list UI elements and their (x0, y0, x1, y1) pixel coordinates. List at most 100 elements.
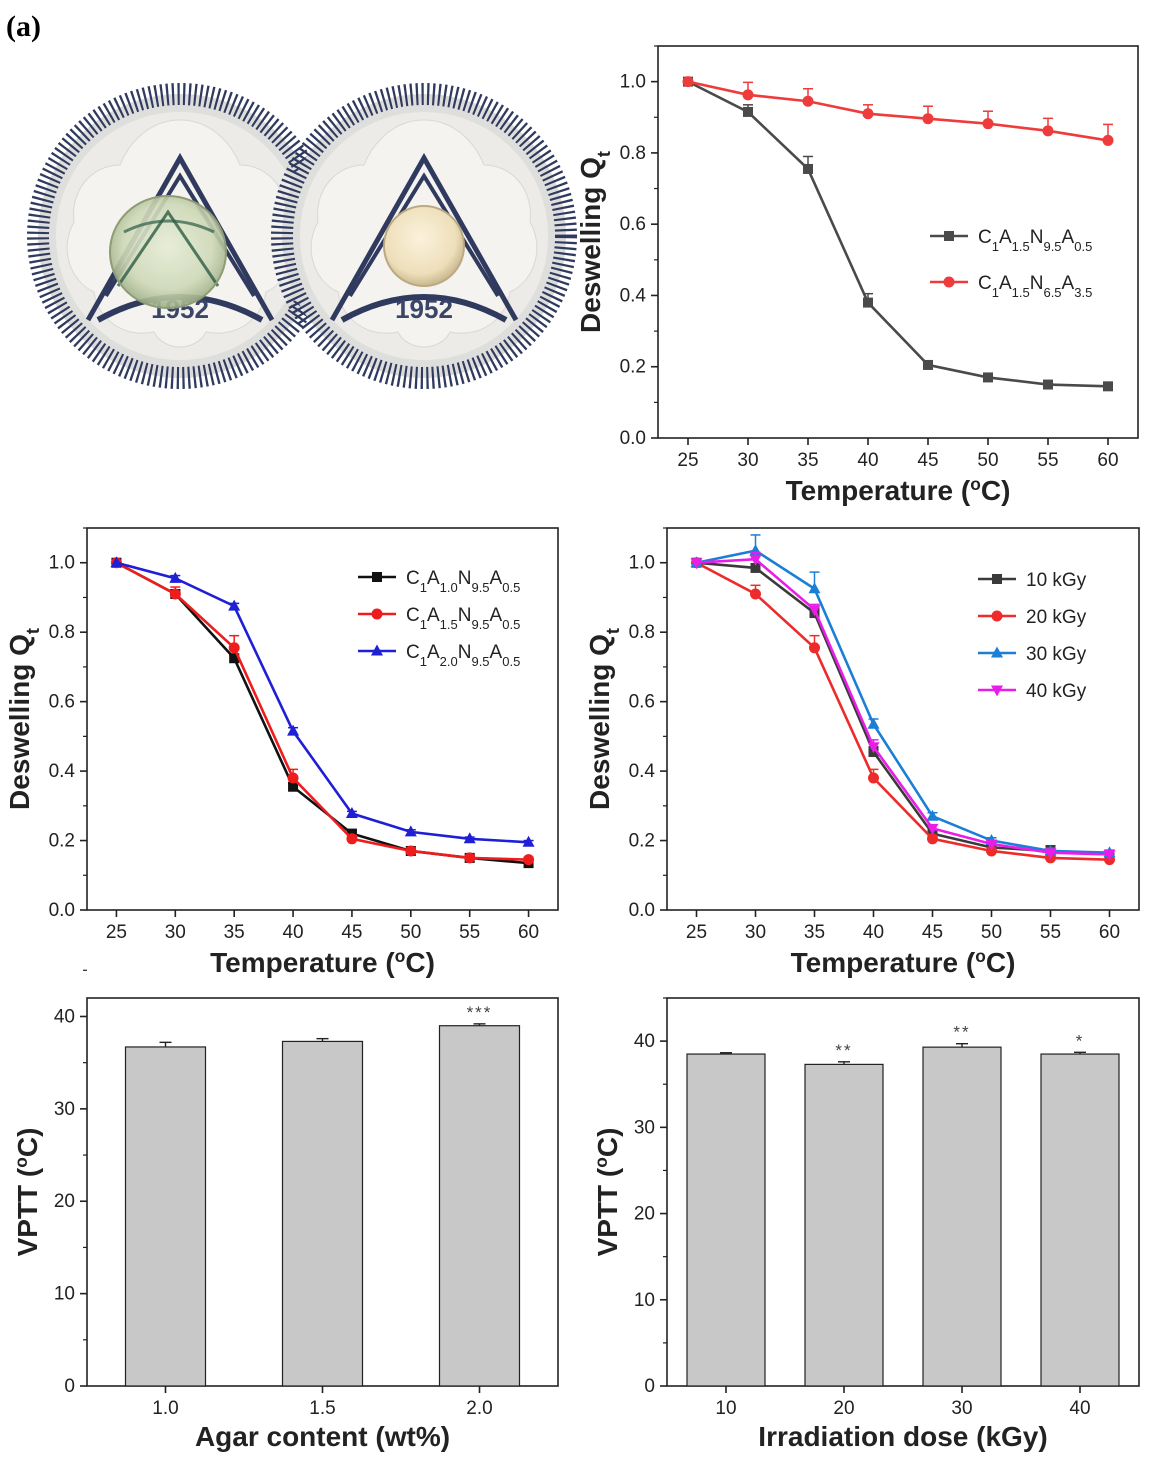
legend-label: 30 kGy (1026, 644, 1087, 665)
data-point (749, 554, 762, 566)
x-tick-label: 1.0 (152, 1398, 178, 1419)
legend-label: 20 kGy (1026, 607, 1087, 628)
legend-label: 10 kGy (1026, 570, 1087, 591)
x-axis-label: Temperature (oC) (786, 474, 1011, 506)
chart-panel-e: 0 10 20 30 40 1.0 1.5 2.0 *** Agar content (wt%) V… (11, 969, 559, 1452)
series-line (115, 561, 529, 861)
x-axis-label: Irradiation dose (kGy) (758, 1421, 1047, 1452)
data-point (690, 558, 703, 570)
data-point (867, 742, 880, 754)
bar (1040, 1053, 1120, 1387)
photo-right-number: 1952 (395, 294, 453, 324)
series-line (696, 549, 1110, 854)
data-point (927, 833, 938, 845)
x-tick-label: 40 (282, 922, 303, 943)
y-tick-label: 0.8 (49, 622, 75, 643)
data-point (229, 653, 240, 664)
data-point (228, 599, 241, 611)
series-2 (691, 557, 1115, 866)
x-tick-label: 35 (224, 922, 245, 943)
data-point (1043, 379, 1053, 390)
data-point (523, 854, 535, 866)
bar (922, 1046, 1002, 1387)
x-tick-label: 25 (686, 922, 707, 943)
bar (438, 1025, 521, 1387)
x-tick-label: 55 (459, 922, 480, 943)
data-point (808, 605, 821, 617)
bar (124, 1046, 207, 1387)
series-2 (682, 76, 1114, 146)
y-axis-label: Deswelling Qt (584, 628, 623, 810)
data-point (228, 642, 240, 654)
x-tick-label: 30 (745, 922, 766, 943)
x-tick-label: 60 (1097, 450, 1118, 471)
y-tick-label: 0.4 (620, 285, 647, 306)
x-axis-label: Temperature (oC) (791, 946, 1016, 978)
x-tick-label: 1.5 (309, 1398, 335, 1419)
data-point (405, 845, 417, 857)
chart-panel-b: 25 30 35 40 45 50 55 60 0.0 0.2 0.4 0.6 0.8 1.0 Temper… (575, 45, 1139, 506)
y-tick-label: 20 (634, 1204, 655, 1225)
series-line (687, 80, 1109, 388)
panel-a-label: (a) (6, 10, 41, 43)
y-tick-label: 0.2 (49, 831, 75, 852)
data-point (1102, 134, 1114, 146)
y-tick-label: 30 (54, 1099, 75, 1120)
legend-label: 40 kGy (1026, 681, 1087, 702)
y-tick-label: 0.6 (49, 692, 75, 713)
legend-marker (991, 646, 1003, 658)
data-point (867, 717, 880, 729)
legend-marker (372, 572, 382, 582)
data-point (922, 113, 934, 125)
series-3 (110, 556, 535, 847)
data-point (802, 95, 814, 107)
x-tick-label: 45 (922, 922, 943, 943)
y-tick-label: 0.0 (49, 900, 75, 921)
y-tick-label: 20 (54, 1191, 75, 1212)
series-line (695, 561, 1110, 861)
data-point (985, 839, 998, 851)
x-tick-label: 35 (797, 450, 818, 471)
data-point (287, 772, 299, 784)
x-tick-label: 50 (977, 450, 998, 471)
data-point (926, 809, 939, 821)
y-tick-label: 10 (54, 1284, 75, 1305)
data-point (750, 562, 761, 573)
data-point (110, 556, 123, 568)
x-tick-label: 25 (677, 450, 698, 471)
y-tick-label: 10 (634, 1290, 655, 1311)
y-axis-label: Deswelling Qt (575, 151, 614, 333)
legend-marker (991, 685, 1003, 697)
series-line (696, 557, 1110, 856)
significance-marker: ** (953, 1023, 970, 1042)
data-point (923, 359, 933, 370)
data-point (1044, 848, 1057, 860)
x-tick-label: 40 (1069, 1398, 1090, 1419)
bar (686, 1053, 766, 1387)
data-point (1103, 849, 1116, 861)
plot-frame (657, 45, 1139, 439)
x-tick-label: 45 (917, 450, 938, 471)
x-tick-label: 30 (951, 1398, 972, 1419)
data-point (404, 825, 417, 837)
y-axis-label: VPTT (oC) (11, 1128, 43, 1257)
y-tick-label: 0.8 (620, 143, 646, 164)
legend-marker (944, 231, 954, 241)
photo-transparent-hydrogel: 1952 (27, 83, 333, 389)
data-point (983, 372, 993, 383)
x-tick-label: 40 (857, 450, 878, 471)
data-point (868, 772, 879, 784)
y-tick-label: 0.8 (629, 622, 655, 643)
data-point (750, 588, 761, 600)
series-2 (110, 557, 535, 866)
y-tick-label: 0 (644, 1376, 655, 1397)
plot-frame (86, 527, 559, 911)
x-tick-label: 50 (981, 922, 1002, 943)
y-tick-label: 0.6 (620, 214, 646, 235)
bar (281, 1040, 364, 1387)
y-tick-label: 0 (64, 1376, 75, 1397)
y-axis-label: VPTT (oC) (591, 1128, 623, 1257)
data-point (346, 833, 358, 845)
y-tick-label: 0.0 (620, 428, 646, 449)
